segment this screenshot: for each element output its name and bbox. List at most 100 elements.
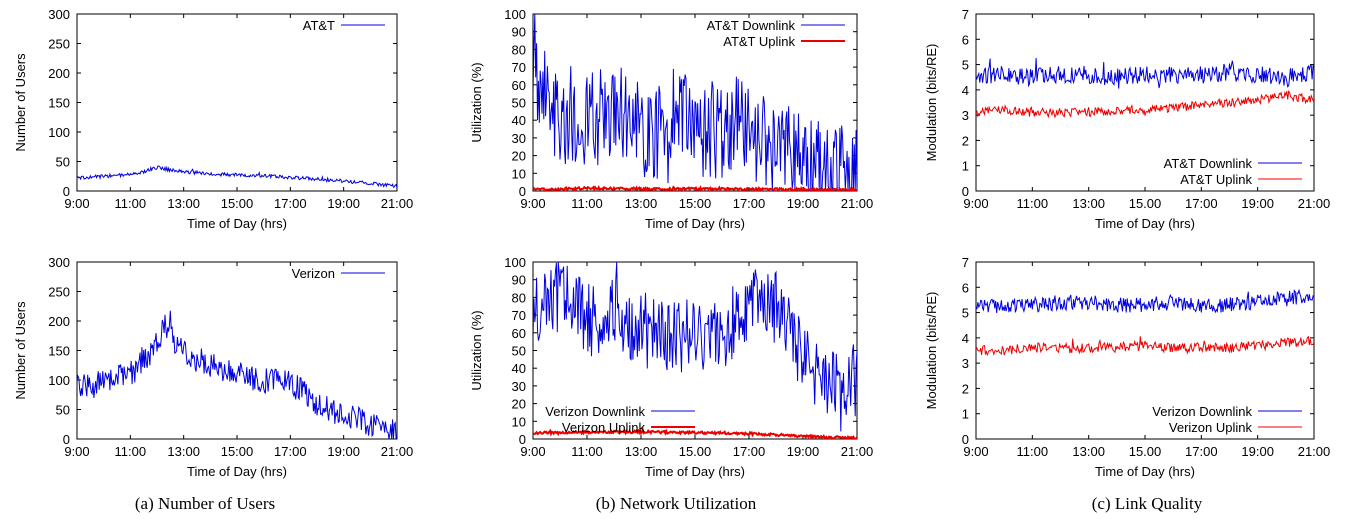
x-tick-label: 17:00 (274, 444, 307, 459)
x-axis-label: Time of Day (hrs) (187, 216, 287, 231)
y-axis-label: Utilization (%) (469, 62, 484, 142)
legend-label: Verizon Downlink (1152, 404, 1252, 419)
legend-label: AT&T Uplink (723, 34, 795, 49)
x-tick-label: 11:00 (115, 196, 147, 211)
x-axis-label: Time of Day (hrs) (1095, 464, 1195, 479)
y-tick-label: 10 (512, 166, 526, 181)
x-tick-label: 21:00 (841, 196, 874, 211)
y-tick-label: 7 (962, 255, 969, 270)
y-tick-label: 20 (512, 149, 526, 164)
y-tick-label: 300 (48, 255, 70, 270)
y-axis-label: Modulation (bits/RE) (924, 44, 939, 162)
y-tick-label: 1 (962, 407, 969, 422)
y-tick-label: 0 (962, 432, 969, 447)
x-tick-label: 21:00 (1298, 196, 1331, 211)
y-tick-label: 100 (48, 373, 70, 388)
plot-frame (76, 261, 398, 440)
y-axis-label: Number of Users (13, 301, 28, 400)
x-tick-label: 11:00 (571, 444, 603, 459)
x-tick-label: 13:00 (1072, 444, 1105, 459)
x-tick-label: 21:00 (1298, 444, 1331, 459)
y-tick-label: 50 (56, 155, 70, 170)
y-tick-label: 3 (962, 108, 969, 123)
y-tick-label: 1 (962, 159, 969, 174)
series-line-1 (533, 184, 857, 191)
y-tick-label: 50 (512, 96, 526, 111)
x-tick-label: 11:00 (1017, 196, 1049, 211)
y-tick-label: 4 (962, 331, 969, 346)
caption-link-quality: (c) Link Quality (1091, 494, 1203, 513)
y-tick-label: 100 (504, 255, 526, 270)
x-tick-label: 13:00 (1072, 196, 1105, 211)
y-tick-label: 90 (512, 25, 526, 40)
x-tick-label: 17:00 (733, 196, 766, 211)
chart-vz_mod: 0 1 2 3 4 5 6 7 9:00 11:00 13:00 15.00 17:00 19:00 21:… (924, 255, 1330, 479)
legend-label: Verizon Uplink (1169, 420, 1253, 435)
plot-frame (975, 13, 1315, 192)
y-tick-label: 6 (962, 280, 969, 295)
x-tick-label: 13:00 (625, 196, 658, 211)
y-tick-label: 6 (962, 32, 969, 47)
x-tick-label: 9:00 (963, 196, 988, 211)
y-tick-label: 100 (504, 7, 526, 22)
x-tick-label: 17:00 (733, 444, 766, 459)
y-tick-label: 80 (512, 290, 526, 305)
y-tick-label: 30 (512, 131, 526, 146)
series-line-0 (976, 288, 1314, 314)
plot-frame (76, 13, 398, 192)
y-tick-label: 7 (962, 7, 969, 22)
y-tick-label: 0 (519, 184, 526, 199)
series-line-0 (533, 262, 857, 432)
x-tick-label: 21:00 (381, 444, 414, 459)
y-tick-label: 30 (512, 379, 526, 394)
legend-label: Verizon Downlink (545, 404, 645, 419)
x-tick-label: 13:00 (167, 444, 200, 459)
y-tick-label: 5 (962, 306, 969, 321)
y-tick-label: 3 (962, 356, 969, 371)
x-tick-label: 11:00 (115, 444, 147, 459)
y-tick-label: 300 (48, 7, 70, 22)
x-tick-label: 13:00 (167, 196, 200, 211)
x-tick-label: 9:00 (64, 196, 89, 211)
y-axis-label: Modulation (bits/RE) (924, 292, 939, 410)
x-tick-label: 19:00 (787, 196, 820, 211)
chart-att_util: 0 10 20 30 40 50 60 70 80 90 100 9:00 11:00 13:00 15:0… (469, 7, 873, 231)
x-tick-label: 15.00 (1129, 444, 1162, 459)
legend-label: AT&T Downlink (1164, 156, 1253, 171)
series-line-0 (976, 57, 1314, 89)
chart-att_users: 0 50 100 150 200 250 300 9:00 11:00 13:00 15:00 17:… (13, 7, 413, 231)
y-tick-label: 0 (519, 432, 526, 447)
x-axis-label: Time of Day (hrs) (645, 216, 745, 231)
x-tick-label: 15:00 (221, 444, 254, 459)
legend-label: AT&T Downlink (707, 18, 796, 33)
y-tick-label: 150 (48, 96, 70, 111)
series-line-1 (976, 335, 1314, 357)
legend-label: Verizon Uplink (562, 420, 646, 435)
legend-label: Verizon (292, 266, 335, 281)
y-tick-label: 70 (512, 60, 526, 75)
x-axis-label: Time of Day (hrs) (1095, 216, 1195, 231)
series-line-0 (77, 310, 397, 439)
series-line-1 (533, 426, 857, 439)
y-tick-label: 150 (48, 344, 70, 359)
x-tick-label: 9:00 (963, 444, 988, 459)
x-axis-label: Time of Day (hrs) (187, 464, 287, 479)
series-line-0 (77, 165, 397, 188)
x-tick-label: 17:00 (1185, 196, 1218, 211)
chart-vz_users: 0 50 100 150 200 250 300 9:00 11:00 13:00 15:00 17:… (13, 255, 413, 479)
y-tick-label: 5 (962, 58, 969, 73)
y-tick-label: 50 (512, 344, 526, 359)
x-tick-label: 9:00 (520, 196, 545, 211)
y-tick-label: 0 (63, 184, 70, 199)
y-tick-label: 40 (512, 113, 526, 128)
x-tick-label: 15:00 (679, 196, 712, 211)
y-tick-label: 2 (962, 133, 969, 148)
y-tick-label: 10 (512, 414, 526, 429)
legend-label: AT&T (303, 18, 335, 33)
caption-network-utilization: (b) Network Utilization (595, 494, 757, 513)
x-tick-label: 15:00 (221, 196, 254, 211)
series-line-0 (533, 14, 857, 191)
x-tick-label: 21:00 (841, 444, 874, 459)
y-tick-label: 0 (962, 184, 969, 199)
x-tick-label: 19:00 (327, 444, 360, 459)
